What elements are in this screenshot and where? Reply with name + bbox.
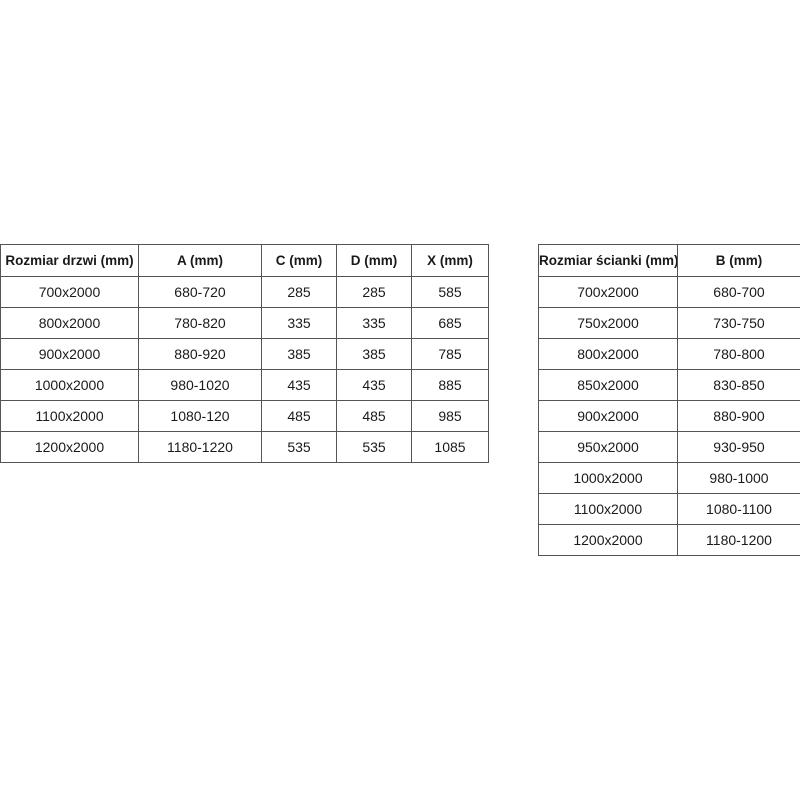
table-cell: 285 <box>336 276 412 308</box>
table-row: 800x2000 780-820 335 335 685 <box>0 307 489 339</box>
table-cell: 1200x2000 <box>538 524 678 556</box>
table-cell: 1080-1100 <box>677 493 800 525</box>
table-cell: 730-750 <box>677 307 800 339</box>
table-row: 1000x2000 980-1020 435 435 885 <box>0 369 489 401</box>
table-cell: 535 <box>261 431 337 463</box>
table-cell: 980-1000 <box>677 462 800 494</box>
column-header: D (mm) <box>336 244 412 277</box>
table-cell: 700x2000 <box>538 276 678 308</box>
table-cell: 700x2000 <box>0 276 139 308</box>
table-cell: 485 <box>336 400 412 432</box>
table-cell: 335 <box>336 307 412 339</box>
table-cell: 930-950 <box>677 431 800 463</box>
table-cell: 685 <box>411 307 489 339</box>
table-cell: 680-700 <box>677 276 800 308</box>
table-cell: 435 <box>336 369 412 401</box>
door-size-table: Rozmiar drzwi (mm) A (mm) C (mm) D (mm) X (m… <box>0 244 489 463</box>
header-row: Rozmiar ścianki (mm) B (mm) <box>538 244 800 277</box>
table-cell: 885 <box>411 369 489 401</box>
table-row: 900x2000 880-900 <box>538 400 800 432</box>
table-cell: 900x2000 <box>0 338 139 370</box>
table-row: 700x2000 680-720 285 285 585 <box>0 276 489 308</box>
column-header: A (mm) <box>138 244 262 277</box>
table-cell: 385 <box>261 338 337 370</box>
table-cell: 985 <box>411 400 489 432</box>
header-row: Rozmiar drzwi (mm) A (mm) C (mm) D (mm) X (m… <box>0 244 489 277</box>
table-cell: 1085 <box>411 431 489 463</box>
table-cell: 1100x2000 <box>0 400 139 432</box>
table-row: 850x2000 830-850 <box>538 369 800 401</box>
table-row: 1100x2000 1080-120 485 485 985 <box>0 400 489 432</box>
table-row: 900x2000 880-920 385 385 785 <box>0 338 489 370</box>
table-cell: 1000x2000 <box>538 462 678 494</box>
table-cell: 535 <box>336 431 412 463</box>
table-cell: 785 <box>411 338 489 370</box>
table-cell: 800x2000 <box>538 338 678 370</box>
table-cell: 485 <box>261 400 337 432</box>
table-row: 700x2000 680-700 <box>538 276 800 308</box>
table-cell: 850x2000 <box>538 369 678 401</box>
table-cell: 680-720 <box>138 276 262 308</box>
table-cell: 1180-1220 <box>138 431 262 463</box>
column-header: Rozmiar ścianki (mm) <box>538 244 678 277</box>
table-cell: 335 <box>261 307 337 339</box>
column-header: X (mm) <box>411 244 489 277</box>
table-row: 950x2000 930-950 <box>538 431 800 463</box>
table-cell: 750x2000 <box>538 307 678 339</box>
table-cell: 1000x2000 <box>0 369 139 401</box>
table-cell: 1080-120 <box>138 400 262 432</box>
table-row: 1200x2000 1180-1220 535 535 1085 <box>0 431 489 463</box>
table-row: 750x2000 730-750 <box>538 307 800 339</box>
table-cell: 900x2000 <box>538 400 678 432</box>
column-header: C (mm) <box>261 244 337 277</box>
table-cell: 830-850 <box>677 369 800 401</box>
table-cell: 1180-1200 <box>677 524 800 556</box>
table-cell: 385 <box>336 338 412 370</box>
table-cell: 1100x2000 <box>538 493 678 525</box>
table-cell: 950x2000 <box>538 431 678 463</box>
table-cell: 780-800 <box>677 338 800 370</box>
table-cell: 800x2000 <box>0 307 139 339</box>
table-cell: 1200x2000 <box>0 431 139 463</box>
table-row: 1000x2000 980-1000 <box>538 462 800 494</box>
table-cell: 780-820 <box>138 307 262 339</box>
wall-panel-size-table: Rozmiar ścianki (mm) B (mm) 700x2000 680-7… <box>538 244 800 556</box>
column-header: Rozmiar drzwi (mm) <box>0 244 139 277</box>
table-cell: 880-900 <box>677 400 800 432</box>
table-row: 800x2000 780-800 <box>538 338 800 370</box>
table-cell: 880-920 <box>138 338 262 370</box>
column-header: B (mm) <box>677 244 800 277</box>
table-cell: 980-1020 <box>138 369 262 401</box>
table-row: 1200x2000 1180-1200 <box>538 524 800 556</box>
table-cell: 435 <box>261 369 337 401</box>
table-cell: 285 <box>261 276 337 308</box>
table-cell: 585 <box>411 276 489 308</box>
table-row: 1100x2000 1080-1100 <box>538 493 800 525</box>
